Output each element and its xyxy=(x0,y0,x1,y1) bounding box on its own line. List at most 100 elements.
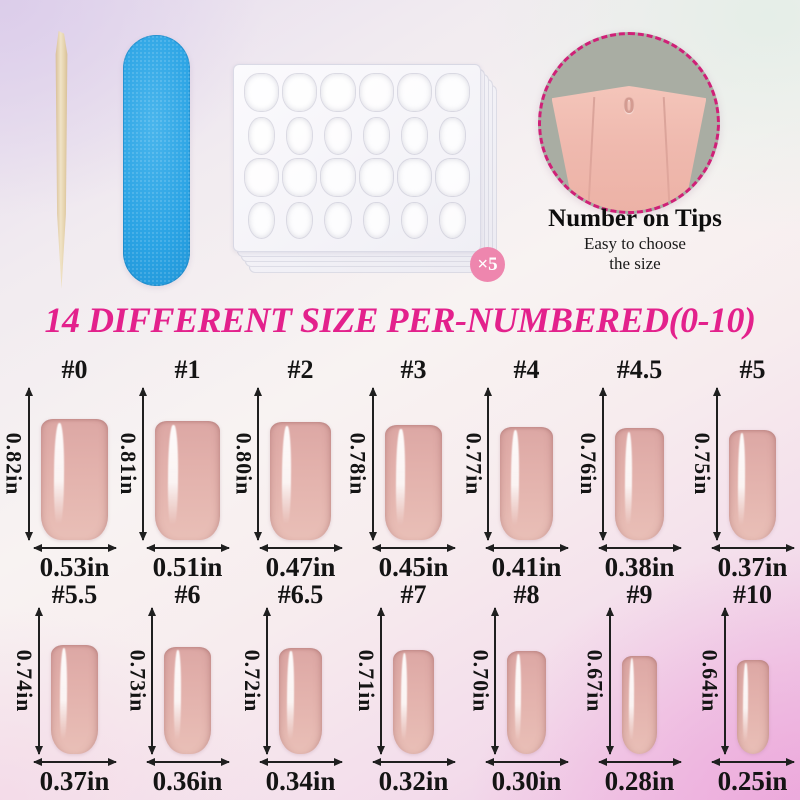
nail-measure-area: 0.73in xyxy=(125,607,244,755)
nail-height-label: 0.76in xyxy=(576,432,602,496)
nail-width-label: 0.32in xyxy=(378,766,449,796)
tip-zoom-circle: 0 xyxy=(538,32,720,214)
nail-width-label: 0.47in xyxy=(265,552,336,582)
nail-width-label: 0.45in xyxy=(378,552,449,582)
nail-measure-area: 0.80in xyxy=(231,387,357,541)
tip-callout-subtitle-line2: the size xyxy=(609,254,661,274)
nail-measure-area: 0.77in xyxy=(461,387,583,541)
sticker-tab xyxy=(245,158,279,196)
nail-measure-area: 0.78in xyxy=(346,387,470,541)
nail-tip-image xyxy=(50,645,99,754)
vertical-measure-arrow xyxy=(712,387,721,541)
nail-size-number-label: #4.5 xyxy=(616,355,663,384)
nail-size-number-label: #0 xyxy=(61,355,88,384)
sticker-tab xyxy=(283,158,317,196)
nail-height-label: 0.73in xyxy=(125,649,151,713)
nail-height-label: 0.70in xyxy=(468,649,494,713)
nail-size-cell: #2 0.80in 0.47in xyxy=(231,352,357,582)
nail-tip-image xyxy=(154,420,221,540)
nail-size-cell: #7 0.71in 0.32in xyxy=(354,580,470,796)
nail-width-label: 0.37in xyxy=(39,766,110,796)
nail-size-number-label: #5 xyxy=(739,355,766,384)
nail-tip-image xyxy=(615,428,664,540)
nail-measure-area: 0.64in xyxy=(696,607,800,755)
size-chart-row-1: #0 0.82in 0.53in #1 0.81in 0.51in #2 0.80in 0.47… xyxy=(2,352,800,582)
horizontal-measure-arrow xyxy=(710,544,795,552)
nail-size-number-label: #4 xyxy=(513,355,540,384)
nail-height-label: 0.82in xyxy=(1,432,27,496)
nail-tip-image xyxy=(384,425,443,540)
nail-measure-area: 0.67in xyxy=(582,607,696,755)
horizontal-measure-arrow xyxy=(32,544,117,552)
nail-height-label: 0.75in xyxy=(689,432,715,496)
nail-tip-image xyxy=(278,648,323,754)
nail-width-label: 0.38in xyxy=(604,552,675,582)
nail-measure-area: 0.71in xyxy=(354,607,470,755)
vertical-measure-arrow xyxy=(34,607,43,755)
sticker-tab xyxy=(439,118,465,154)
adhesive-sheets-image xyxy=(233,64,497,273)
nail-width-label: 0.37in xyxy=(717,552,788,582)
nail-size-cell: #3 0.78in 0.45in xyxy=(346,352,470,582)
nail-file-image xyxy=(123,35,190,286)
headline: 14 DIFFERENT SIZE PER-NUMBERED(0-10) xyxy=(44,300,756,340)
vertical-measure-arrow xyxy=(254,387,263,541)
vertical-measure-arrow xyxy=(148,607,157,755)
sticker-tab xyxy=(363,202,389,238)
nail-size-cell: #6 0.73in 0.36in xyxy=(125,582,244,796)
nail-height-label: 0.71in xyxy=(354,649,380,713)
sticker-tab xyxy=(439,202,465,238)
nail-height-label: 0.78in xyxy=(345,432,371,496)
vertical-measure-arrow xyxy=(491,607,500,755)
size-chart-row-2: #5.5 0.74in 0.37in #6 0.73in 0.36in #6.5 0.72in… xyxy=(12,580,800,796)
nail-measure-area: 0.81in xyxy=(116,387,244,541)
nail-measure-area: 0.74in xyxy=(12,607,131,755)
nail-tip-image xyxy=(728,429,777,540)
vertical-measure-arrow xyxy=(605,607,614,755)
nail-size-number-label: #8 xyxy=(513,580,540,609)
horizontal-measure-arrow xyxy=(597,544,682,552)
tip-number-marking: 0 xyxy=(623,92,635,118)
nail-tip-image: 0 xyxy=(551,86,707,211)
nail-width-label: 0.41in xyxy=(491,552,562,582)
nail-height-label: 0.67in xyxy=(582,649,608,713)
horizontal-measure-arrow xyxy=(258,758,343,766)
vertical-measure-arrow xyxy=(24,387,33,541)
horizontal-measure-arrow xyxy=(371,758,456,766)
sticker-tab xyxy=(401,202,427,238)
vertical-measure-arrow xyxy=(484,387,493,541)
horizontal-measure-arrow xyxy=(258,544,343,552)
tip-callout-text: Number on Tips Easy to choose the size xyxy=(512,204,758,275)
nail-height-label: 0.77in xyxy=(461,432,487,496)
nail-height-label: 0.64in xyxy=(697,649,723,713)
nail-size-number-label: #7 xyxy=(400,580,427,609)
nail-size-number-label: #1 xyxy=(174,355,201,384)
sticker-tab xyxy=(321,74,355,112)
tip-callout-title: Number on Tips xyxy=(548,205,722,232)
sticker-tabs-grid xyxy=(245,74,469,238)
horizontal-measure-arrow xyxy=(710,758,795,766)
nail-width-label: 0.36in xyxy=(152,766,223,796)
vertical-measure-arrow xyxy=(138,387,147,541)
sticker-tab xyxy=(325,118,351,154)
nail-size-cell: #8 0.70in 0.30in xyxy=(468,580,583,796)
sticker-tab xyxy=(435,74,469,112)
nail-tip-image xyxy=(621,655,658,754)
nail-size-cell: #4.5 0.76in 0.38in xyxy=(576,352,696,582)
sticker-tab xyxy=(435,158,469,196)
nail-tip-image xyxy=(40,419,109,540)
sticker-tab xyxy=(287,118,313,154)
nail-size-number-label: #10 xyxy=(733,580,772,609)
sticker-tab xyxy=(283,74,317,112)
nail-size-number-label: #5.5 xyxy=(51,580,98,609)
nail-size-cell: #9 0.67in 0.28in xyxy=(583,582,696,796)
nail-measure-area: 0.82in xyxy=(2,387,131,541)
vertical-measure-arrow xyxy=(599,387,608,541)
sticker-tab xyxy=(245,74,279,112)
horizontal-measure-arrow xyxy=(32,758,117,766)
nail-width-label: 0.34in xyxy=(265,766,336,796)
horizontal-measure-arrow xyxy=(371,544,456,552)
nail-size-cell: #10 0.64in 0.25in xyxy=(696,582,800,796)
sheet-top xyxy=(233,64,481,252)
nail-width-label: 0.25in xyxy=(717,766,788,796)
